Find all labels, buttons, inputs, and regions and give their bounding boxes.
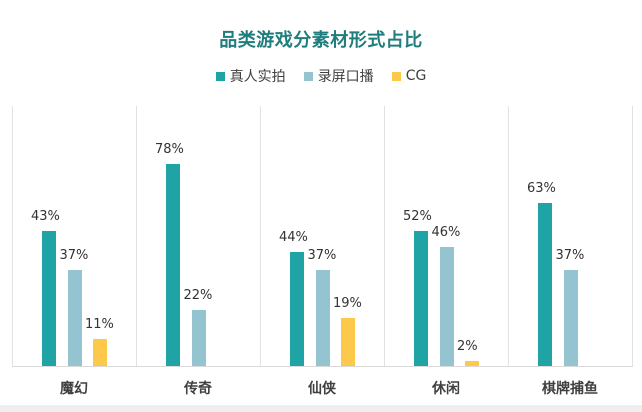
legend: 真人实拍 录屏口播 CG — [0, 66, 642, 86]
bar — [67, 270, 82, 366]
category-label: 棋牌捕鱼 — [542, 381, 598, 397]
legend-label: 录屏口播 — [317, 69, 374, 85]
data-label: 44% — [279, 230, 308, 245]
data-label: 52% — [403, 209, 432, 224]
bar — [439, 247, 454, 366]
category-label: 魔幻 — [60, 381, 88, 397]
category-separator — [260, 106, 261, 366]
bar — [315, 270, 330, 366]
bar — [465, 361, 479, 366]
legend-swatch-cg — [391, 71, 401, 81]
bar — [414, 231, 428, 366]
data-label: 46% — [431, 225, 461, 240]
legend-label: CG — [405, 68, 427, 84]
category-separator — [632, 106, 633, 366]
category-label: 休闲 — [432, 381, 460, 397]
bar — [191, 310, 206, 366]
data-label: 37% — [59, 248, 89, 263]
legend-item-screen-record: 录屏口播 — [303, 66, 374, 86]
legend-item-cg: CG — [391, 66, 427, 86]
bar — [341, 318, 355, 366]
data-label: 63% — [527, 181, 556, 196]
bar — [563, 270, 578, 366]
category-label: 仙侠 — [308, 381, 336, 397]
data-label: 43% — [31, 209, 60, 224]
category-separator — [384, 106, 385, 366]
category-separator — [508, 106, 509, 366]
data-label: 11% — [85, 317, 114, 332]
category-separator — [12, 106, 13, 366]
bottom-strip — [0, 405, 642, 412]
bar — [42, 231, 56, 366]
data-label: 37% — [307, 248, 337, 263]
x-axis-baseline — [12, 366, 633, 367]
legend-label: 真人实拍 — [229, 69, 286, 85]
data-label: 22% — [183, 288, 213, 303]
data-label: 2% — [457, 339, 478, 354]
bar — [93, 339, 107, 366]
legend-swatch-live-action — [215, 71, 225, 81]
legend-swatch-screen-record — [303, 71, 313, 81]
chart-title: 品类游戏分素材形式占比 — [219, 30, 423, 51]
data-label: 78% — [155, 142, 184, 157]
bar — [166, 164, 180, 366]
legend-item-live-action: 真人实拍 — [215, 66, 286, 86]
data-label: 19% — [333, 296, 362, 311]
category-label: 传奇 — [184, 381, 212, 397]
data-label: 37% — [555, 248, 585, 263]
bar — [538, 203, 552, 366]
category-separator — [136, 106, 137, 366]
bar — [290, 252, 304, 366]
